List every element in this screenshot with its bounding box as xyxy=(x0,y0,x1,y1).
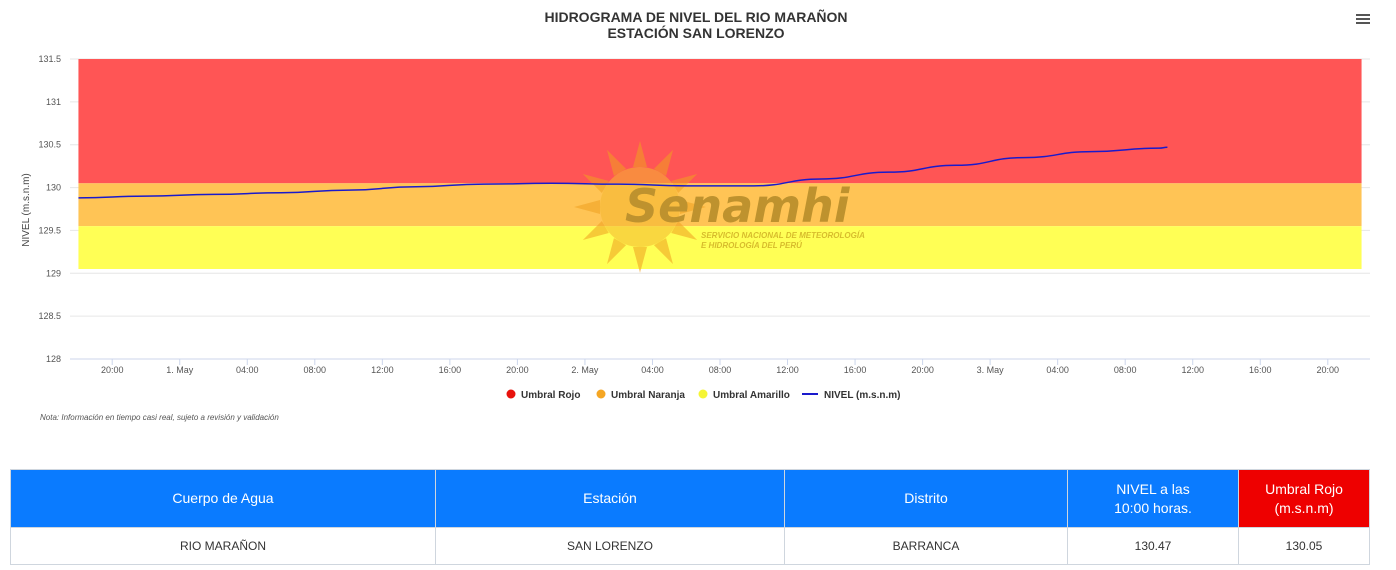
legend-symbol xyxy=(596,389,606,399)
chart-note: Nota: Información en tiempo casi real, s… xyxy=(40,413,279,422)
band-umbral-rojo xyxy=(78,59,1362,184)
cell-nivel: 130.47 xyxy=(1067,527,1239,565)
watermark-line-2: E HIDROLOGÍA DEL PERÚ xyxy=(701,241,802,250)
x-tick-label: 20:00 xyxy=(506,365,529,375)
x-tick-label: 08:00 xyxy=(304,365,327,375)
cell-umbral-rojo: 130.05 xyxy=(1238,527,1370,565)
watermark-line-1: SERVICIO NACIONAL DE METEOROLOGÍA xyxy=(701,231,865,240)
header-cuerpo-de-agua: Cuerpo de Agua xyxy=(10,469,436,528)
senamhi-watermark: Senamhi SERVICIO NACIONAL DE METEOROLOGÍ… xyxy=(574,141,865,273)
series-layer xyxy=(78,146,1168,199)
watermark-name: Senamhi xyxy=(625,179,851,233)
header-nivel: NIVEL a las 10:00 horas. xyxy=(1067,469,1239,528)
menu-bar xyxy=(1356,18,1370,20)
header-nivel-line-2: 10:00 horas. xyxy=(1114,499,1192,516)
x-tick-label: 04:00 xyxy=(236,365,259,375)
legend-label: Umbral Amarillo xyxy=(713,390,790,401)
table-row: RIO MARAÑON SAN LORENZO BARRANCA 130.47 … xyxy=(10,527,1370,565)
x-tick-label: 08:00 xyxy=(709,365,732,375)
band-umbral-amarillo xyxy=(78,226,1362,269)
header-estacion: Estación xyxy=(435,469,785,528)
series-line-nivel xyxy=(78,146,1168,199)
header-nivel-line-1: NIVEL a las xyxy=(1116,480,1190,497)
menu-bar xyxy=(1356,22,1370,24)
cell-cuerpo-de-agua: RIO MARAÑON xyxy=(10,527,436,565)
axes: 128 128.5 129 129.5 130 130.5 131 131.5 20:00 1. … xyxy=(38,54,1370,375)
x-tick-label: 12:00 xyxy=(776,365,799,375)
x-tick-label: 20:00 xyxy=(1317,365,1340,375)
legend-label: Umbral Rojo xyxy=(521,390,580,401)
header-distrito: Distrito xyxy=(784,469,1068,528)
x-tick-label: 16:00 xyxy=(439,365,462,375)
y-tick-label: 130.5 xyxy=(38,140,61,150)
legend-item[interactable]: Umbral Rojo xyxy=(506,389,581,402)
cell-estacion: SAN LORENZO xyxy=(435,527,785,565)
band-umbral-naranja xyxy=(78,183,1362,227)
cell-distrito: BARRANCA xyxy=(784,527,1068,565)
x-tick-label: 1. May xyxy=(166,365,194,375)
y-tick-label: 131 xyxy=(46,97,61,107)
chart-subtitle: ESTACIÓN SAN LORENZO xyxy=(607,24,784,41)
legend-item[interactable]: Umbral Naranja xyxy=(596,389,686,402)
hydrograph-chart: HIDROGRAMA DE NIVEL DEL RIO MARAÑON ESTA… xyxy=(21,8,1370,422)
x-tick-label: 04:00 xyxy=(1046,365,1069,375)
y-tick-label: 129 xyxy=(46,268,61,278)
chart-title: HIDROGRAMA DE NIVEL DEL RIO MARAÑON xyxy=(544,8,847,25)
sun-logo-icon xyxy=(574,141,706,273)
legend[interactable]: Umbral Rojo Umbral Naranja Umbral Amarillo… xyxy=(506,389,901,402)
y-axis-title: NIVEL (m.s.n.m) xyxy=(21,173,32,247)
x-tick-label: 16:00 xyxy=(1249,365,1272,375)
table-header-row: Cuerpo de Agua Estación Distrito NIVEL a… xyxy=(10,469,1370,528)
hamburger-menu-icon[interactable] xyxy=(1356,12,1370,26)
x-tick-label: 20:00 xyxy=(101,365,124,375)
x-tick-label: 12:00 xyxy=(371,365,394,375)
x-tick-label: 16:00 xyxy=(844,365,867,375)
x-tick-label: 20:00 xyxy=(911,365,934,375)
y-tick-label: 130 xyxy=(46,183,61,193)
x-tick-label: 3. May xyxy=(977,365,1005,375)
y-tick-label: 129.5 xyxy=(38,225,61,235)
legend-item[interactable]: NIVEL (m.s.n.m) xyxy=(802,390,901,401)
x-tick-label: 2. May xyxy=(571,365,599,375)
legend-label: Umbral Naranja xyxy=(611,390,685,401)
legend-symbol xyxy=(698,389,708,399)
x-tick-label: 12:00 xyxy=(1181,365,1204,375)
menu-bar xyxy=(1356,14,1370,16)
y-tick-label: 128 xyxy=(46,354,61,364)
station-table: Cuerpo de Agua Estación Distrito NIVEL a… xyxy=(10,469,1370,565)
legend-symbol xyxy=(506,389,516,399)
legend-label: NIVEL (m.s.n.m) xyxy=(824,390,901,401)
y-tick-label: 131.5 xyxy=(38,54,61,64)
legend-item[interactable]: Umbral Amarillo xyxy=(698,389,790,402)
y-tick-label: 128.5 xyxy=(38,311,61,321)
x-tick-label: 08:00 xyxy=(1114,365,1137,375)
header-umbral-rojo: Umbral Rojo (m.s.n.m) xyxy=(1238,469,1370,528)
threshold-bands xyxy=(78,59,1362,269)
x-tick-label: 04:00 xyxy=(641,365,664,375)
